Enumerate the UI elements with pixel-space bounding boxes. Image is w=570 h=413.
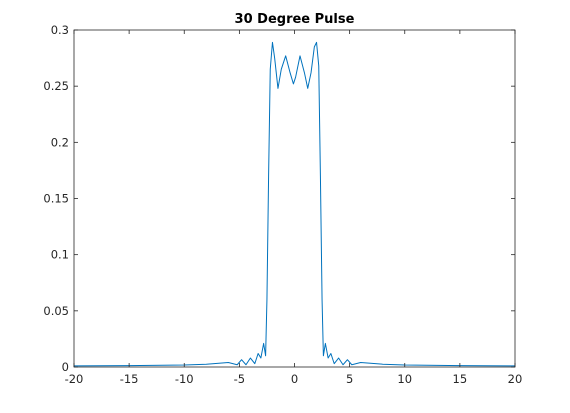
y-tick-label: 0.05 (43, 304, 69, 318)
y-tick-label: 0.2 (51, 135, 69, 149)
x-tick-label: -20 (65, 372, 84, 386)
axes: -20 -15 -10 -5 0 5 10 15 20 0 0.05 0.1 0.15 0.2 0.25 0.… (43, 23, 522, 386)
x-tick-label: 0 (291, 372, 298, 386)
x-tick-label: -5 (234, 372, 245, 386)
chart-title: 30 Degree Pulse (235, 12, 355, 27)
x-tick-label: -15 (120, 372, 139, 386)
x-tick-label: 5 (346, 372, 353, 386)
y-tick-label: 0 (62, 360, 69, 374)
x-tick-label: 15 (453, 372, 468, 386)
x-tick-label: 10 (397, 372, 412, 386)
y-tick-label: 0.3 (51, 23, 69, 37)
plot-area (73, 41, 516, 367)
y-tick-label: 0.15 (43, 192, 69, 206)
x-tick-label: 20 (508, 372, 523, 386)
y-tick-label: 0.1 (51, 248, 69, 262)
y-tick-label: 0.25 (43, 79, 69, 93)
x-tick-label: -10 (175, 372, 194, 386)
series-line-0 (73, 41, 516, 367)
